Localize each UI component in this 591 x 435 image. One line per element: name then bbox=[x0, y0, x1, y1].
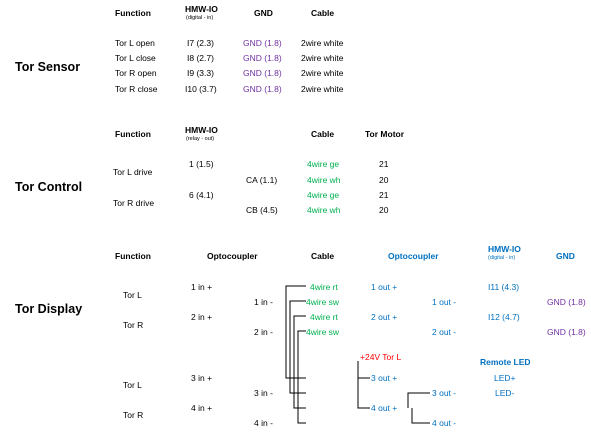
sensor-gnd: GND (1.8) bbox=[243, 84, 282, 94]
display-opto-out-lower: 3 out + bbox=[371, 373, 398, 383]
control-cable-header: Cable bbox=[311, 129, 335, 139]
display-function: Tor R bbox=[123, 320, 144, 330]
display-cable: 4wire sw bbox=[306, 327, 340, 337]
sensor-gnd-header: GND bbox=[254, 8, 273, 18]
display-opto-in: 1 in + bbox=[191, 282, 213, 292]
display-cable: 4wire sw bbox=[306, 297, 340, 307]
sensor-gnd: GND (1.8) bbox=[243, 38, 282, 48]
control-motor-terminal: 20 bbox=[379, 175, 389, 185]
wire-opto1-plus bbox=[285, 285, 306, 379]
display-opto-in: 2 in - bbox=[254, 327, 273, 337]
display-function: Tor L bbox=[123, 380, 142, 390]
control-cable: 4wire wh bbox=[307, 175, 341, 185]
control-motor-terminal: 21 bbox=[379, 190, 389, 200]
sensor-io: I8 (2.7) bbox=[187, 53, 214, 63]
sensor-function: Tor L close bbox=[115, 53, 156, 63]
display-opto1-header: Optocoupler bbox=[207, 251, 258, 261]
wire-led-return-2 bbox=[411, 408, 430, 424]
remote-led-minus: LED- bbox=[495, 388, 515, 398]
display-gnd: GND (1.8) bbox=[547, 327, 586, 337]
control-relay: 6 (4.1) bbox=[189, 190, 214, 200]
display-opto-out-minus: 1 out - bbox=[432, 297, 457, 307]
display-opto2-header: Optocoupler bbox=[388, 251, 439, 261]
display-gnd-header: GND bbox=[556, 251, 575, 261]
control-function: Tor R drive bbox=[113, 198, 155, 208]
control-function: Tor L drive bbox=[113, 167, 153, 177]
display-cable: 4wire rt bbox=[310, 282, 338, 292]
display-opto-in: 2 in + bbox=[191, 312, 213, 322]
display-opto-out-lower: 4 out + bbox=[371, 403, 398, 413]
sensor-hmw-header: HMW-IO bbox=[185, 4, 218, 14]
control-cable: 4wire ge bbox=[307, 159, 340, 169]
display-opto-out-minus: 2 out - bbox=[432, 327, 457, 337]
display-opto-in: 4 in - bbox=[254, 418, 273, 428]
control-cable: 4wire wh bbox=[307, 205, 341, 215]
sensor-function: Tor R close bbox=[115, 84, 158, 94]
sensor-io: I9 (3.3) bbox=[187, 68, 214, 78]
display-cable: 4wire rt bbox=[310, 312, 338, 322]
sensor-gnd: GND (1.8) bbox=[243, 53, 282, 63]
section-title-tor-display: Tor Display bbox=[15, 302, 83, 316]
display-opto-in: 3 in - bbox=[254, 388, 273, 398]
display-opto-in: 1 in - bbox=[254, 297, 273, 307]
sensor-gnd: GND (1.8) bbox=[243, 68, 282, 78]
display-cable-header: Cable bbox=[311, 251, 335, 261]
sensor-hmw-subheader: (digital - in) bbox=[186, 15, 214, 21]
section-title-tor-sensor: Tor Sensor bbox=[15, 60, 81, 74]
control-function-header: Function bbox=[115, 129, 151, 139]
display-opto-in: 4 in + bbox=[191, 403, 213, 413]
control-hmw-header: HMW-IO bbox=[185, 125, 218, 135]
sensor-cable: 2wire white bbox=[301, 38, 344, 48]
display-hmw-subheader: (digital - in) bbox=[488, 255, 516, 261]
sensor-function: Tor L open bbox=[115, 38, 155, 48]
display-opto-out-plus: 2 out + bbox=[371, 312, 398, 322]
display-function: Tor L bbox=[123, 290, 142, 300]
wire-24v-feed bbox=[357, 361, 370, 409]
remote-led-plus: LED+ bbox=[494, 373, 516, 383]
sensor-cable: 2wire white bbox=[301, 84, 344, 94]
wire-led-return bbox=[407, 392, 430, 408]
control-motor-terminal: 20 bbox=[379, 205, 389, 215]
display-io: I12 (4.7) bbox=[488, 312, 520, 322]
sensor-cable-header: Cable bbox=[311, 8, 335, 18]
display-function: Tor R bbox=[123, 410, 144, 420]
display-hmw-header: HMW-IO bbox=[488, 244, 521, 254]
display-opto-out-plus: 1 out + bbox=[371, 282, 398, 292]
display-io: I11 (4.3) bbox=[488, 282, 520, 292]
sensor-function: Tor R open bbox=[115, 68, 157, 78]
display-opto-out-lower: 3 out - bbox=[432, 388, 457, 398]
control-common: CB (4.5) bbox=[246, 205, 278, 215]
sensor-io: I7 (2.3) bbox=[187, 38, 214, 48]
control-relay: 1 (1.5) bbox=[189, 159, 214, 169]
sensor-io: I10 (3.7) bbox=[185, 84, 217, 94]
display-supply-label: +24V Tor L bbox=[360, 352, 402, 362]
display-function-header: Function bbox=[115, 251, 151, 261]
control-hmw-subheader: (relay - out) bbox=[186, 136, 215, 142]
section-title-tor-control: Tor Control bbox=[15, 180, 83, 194]
control-motor-header: Tor Motor bbox=[365, 129, 405, 139]
wire-opto2-plus bbox=[293, 315, 306, 409]
sensor-cable: 2wire white bbox=[301, 53, 344, 63]
display-opto-in: 3 in + bbox=[191, 373, 213, 383]
control-cable: 4wire ge bbox=[307, 190, 340, 200]
control-common: CA (1.1) bbox=[246, 175, 278, 185]
sensor-cable: 2wire white bbox=[301, 68, 344, 78]
wire-opto2-minus bbox=[297, 330, 306, 424]
control-motor-terminal: 21 bbox=[379, 159, 389, 169]
display-gnd: GND (1.8) bbox=[547, 297, 586, 307]
sensor-function-header: Function bbox=[115, 8, 151, 18]
display-opto-out-lower: 4 out - bbox=[432, 418, 457, 428]
remote-led-title: Remote LED bbox=[480, 357, 531, 367]
